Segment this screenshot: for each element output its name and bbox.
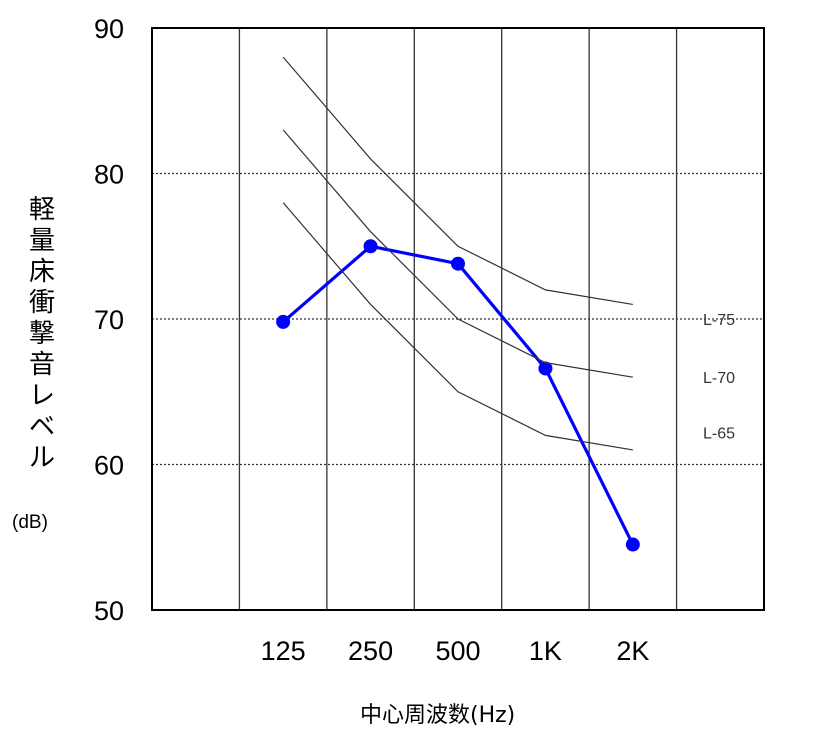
y-axis-label: 軽量床衝撃音レベル — [22, 195, 62, 474]
reference-curve-L-70 — [282, 129, 633, 378]
data-point — [363, 239, 378, 254]
plot-frame — [151, 27, 765, 611]
reference-curve-L-75 — [282, 56, 633, 306]
series-line-measured — [282, 244, 635, 546]
y-axis-label-char: 軽 — [28, 195, 55, 225]
y-axis-label-char: 衝 — [28, 288, 55, 318]
y-axis-unit: (dB) — [12, 512, 48, 533]
data-point — [451, 256, 465, 271]
y-axis-label-char: 音 — [28, 350, 55, 380]
data-point — [276, 314, 291, 329]
y-axis-label-char: ル — [28, 443, 55, 473]
y-tick-label: 50 — [94, 596, 124, 626]
x-tick-label: 250 — [348, 636, 393, 666]
y-axis-label-char: 撃 — [28, 319, 55, 349]
data-point — [538, 361, 553, 376]
y-axis-label-char: レ — [28, 381, 55, 411]
x-tick-label: 125 — [261, 636, 306, 666]
y-tick-label: 60 — [94, 451, 124, 481]
x-tick-label: 500 — [435, 636, 480, 666]
y-axis-label-char: ベ — [28, 412, 55, 442]
x-tick-label: 2K — [616, 636, 649, 666]
curve-label: L-65 — [703, 425, 735, 442]
data-point — [625, 537, 640, 552]
curve-label: L-70 — [703, 370, 735, 387]
x-tick-label: 1K — [529, 636, 562, 666]
y-tick-label: 90 — [94, 14, 124, 44]
x-axis-label: 中心周波数(Hz) — [360, 703, 516, 728]
curve-label: L-75 — [703, 312, 735, 329]
y-tick-label: 70 — [94, 305, 124, 335]
y-tick-label: 80 — [94, 160, 124, 190]
y-axis-label-char: 量 — [28, 226, 55, 256]
reference-curve-L-65 — [282, 202, 633, 451]
y-axis-label-char: 床 — [28, 257, 55, 287]
